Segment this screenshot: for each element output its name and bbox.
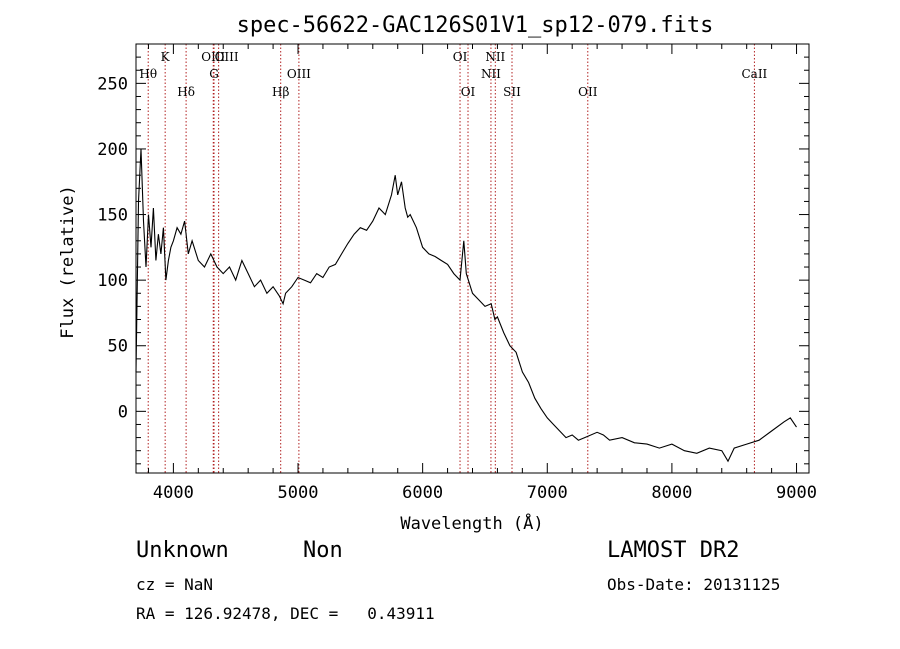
x-tick-label: 6000	[402, 483, 443, 503]
marker-label: Hβ	[272, 85, 289, 99]
obs-date: Obs-Date: 20131125	[607, 575, 781, 594]
x-tick-label: 5000	[278, 483, 319, 503]
subclass-label: Non	[303, 538, 343, 563]
spectrum-line	[135, 148, 797, 463]
class-label: Unknown	[136, 538, 229, 563]
marker-label: OII	[578, 85, 598, 99]
marker-label: SII	[503, 85, 521, 99]
marker-label: OIII	[215, 50, 239, 64]
survey-label: LAMOST DR2	[607, 538, 740, 563]
x-axis-label: Wavelength (Å)	[400, 512, 543, 534]
marker-label: OI	[461, 85, 476, 99]
cz-value: cz = NaN	[136, 575, 214, 594]
marker-label: NII	[481, 67, 501, 81]
x-tick-label: 9000	[776, 483, 817, 503]
x-tick-label: 4000	[153, 483, 194, 503]
y-tick-label: 150	[97, 206, 128, 226]
marker-label: NII	[485, 50, 505, 64]
x-axis: 4000 5000 6000 7000 8000 9000	[147, 44, 817, 503]
chart-title: spec-56622-GAC126S01V1_sp12-079.fits	[237, 13, 714, 38]
marker-label: CaII	[741, 67, 767, 81]
coordinates: RA = 126.92478, DEC = 0.43911	[136, 604, 435, 623]
marker-label: G	[209, 67, 219, 81]
y-tick-label: 0	[118, 402, 128, 422]
y-tick-label: 50	[108, 337, 128, 357]
y-tick-label: 200	[97, 140, 128, 160]
y-tick-label: 100	[97, 271, 128, 291]
y-axis-label: Flux (relative)	[58, 185, 78, 339]
y-tick-label: 250	[97, 74, 128, 94]
plot-frame	[135, 43, 810, 474]
marker-label: OI	[453, 50, 468, 64]
marker-label: Hθ	[139, 67, 157, 81]
x-tick-label: 7000	[527, 483, 568, 503]
marker-label: OIII	[287, 67, 311, 81]
marker-label: Hδ	[177, 85, 195, 99]
y-axis: 0 50 100 150 200 250	[97, 56, 809, 465]
x-tick-label: 8000	[651, 483, 692, 503]
marker-label: OIII	[201, 50, 225, 64]
marker-label: K	[161, 50, 171, 64]
